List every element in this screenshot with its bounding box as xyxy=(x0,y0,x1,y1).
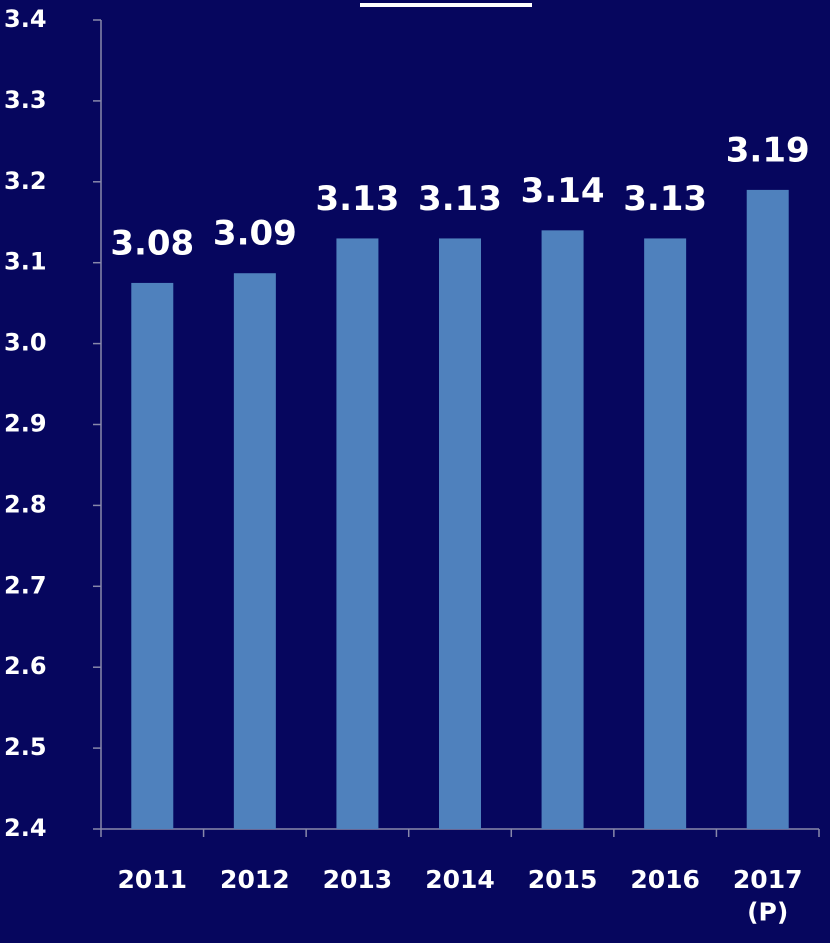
value-label: 3.13 xyxy=(418,179,502,219)
bar xyxy=(336,238,379,829)
value-label: 3.13 xyxy=(623,179,707,219)
y-tick-label: 3.4 xyxy=(4,5,47,33)
y-tick-label: 3.3 xyxy=(4,86,47,114)
value-label: 3.08 xyxy=(110,223,194,263)
y-tick-label: 3.0 xyxy=(4,329,47,357)
x-tick-label: 2012 xyxy=(220,865,290,894)
value-label: 3.13 xyxy=(315,179,399,219)
value-label: 3.14 xyxy=(521,171,605,211)
value-label: 3.19 xyxy=(726,130,810,170)
y-tick-label: 2.4 xyxy=(4,814,47,842)
bar xyxy=(439,238,481,829)
value-label: 3.09 xyxy=(213,214,297,254)
x-tick-label: 2013 xyxy=(323,865,393,894)
y-tick-label: 2.9 xyxy=(4,410,47,438)
bar xyxy=(131,282,174,829)
y-tick-label: 2.8 xyxy=(4,490,47,518)
x-tick-label: 2011 xyxy=(117,865,187,894)
x-tick-label: 2014 xyxy=(425,865,495,894)
y-tick-label: 2.7 xyxy=(4,571,47,599)
y-tick-label: 3.2 xyxy=(4,167,47,195)
x-tick-label: 2017 (P) xyxy=(733,865,803,927)
bar xyxy=(541,230,584,830)
y-tick-label: 2.5 xyxy=(4,733,47,761)
y-tick-label: 3.1 xyxy=(4,248,47,276)
bar xyxy=(746,189,789,829)
x-tick-label: 2016 xyxy=(630,865,700,894)
bar xyxy=(644,238,687,829)
y-tick-label: 2.6 xyxy=(4,652,47,680)
bar xyxy=(233,273,276,829)
x-tick-label: 2015 xyxy=(528,865,598,894)
